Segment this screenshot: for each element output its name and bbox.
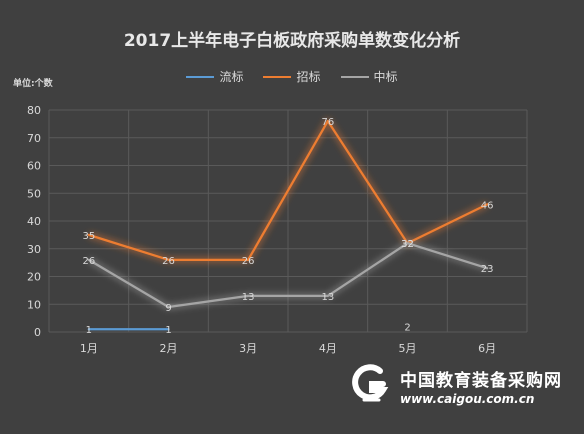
legend-swatch-series-1 <box>186 75 215 78</box>
y-tick-label: 60 <box>27 160 41 173</box>
data-label: 32 <box>401 239 414 250</box>
data-label: 1 <box>165 325 171 336</box>
data-label: 76 <box>321 117 334 128</box>
caigou-logo-icon <box>352 364 389 402</box>
y-tick-label: 80 <box>27 104 41 117</box>
x-tick-label: 5月 <box>399 342 417 355</box>
y-tick-label: 70 <box>27 132 41 145</box>
series-line <box>87 119 489 261</box>
x-tick-label: 1月 <box>80 342 98 355</box>
axes: 0 10 20 30 40 50 60 70 80 1月 2月 3月 4月 5月 6月 <box>27 104 496 355</box>
data-label: 26 <box>162 256 175 267</box>
x-tick-label: 2月 <box>160 342 178 355</box>
chart-title: 2017上半年电子白板政府采购单数变化分析 <box>123 31 461 51</box>
data-label: 26 <box>82 256 95 267</box>
data-label: 26 <box>242 256 255 267</box>
legend-item-series-2[interactable]: 招标 <box>263 68 321 85</box>
legend: 流标 招标 中标 <box>0 68 584 85</box>
x-tick-label: 3月 <box>239 342 257 355</box>
legend-item-series-3[interactable]: 中标 <box>340 68 398 85</box>
data-label: 13 <box>242 292 255 303</box>
legend-label: 流标 <box>219 70 244 84</box>
legend-label: 招标 <box>296 70 321 84</box>
y-tick-label: 0 <box>34 326 41 339</box>
data-label: 35 <box>82 231 95 242</box>
x-tick-label: 4月 <box>319 342 337 355</box>
watermark-url: www.caigou.com.cn <box>400 392 535 406</box>
watermark: 中国教育装备采购网 www.caigou.com.cn <box>350 362 570 414</box>
y-tick-label: 40 <box>27 215 41 228</box>
data-label: 13 <box>321 292 334 303</box>
unit-label: 单位:个数 <box>13 79 53 89</box>
series-line <box>87 242 489 309</box>
y-tick-label: 30 <box>27 243 41 256</box>
x-tick-label: 6月 <box>478 342 496 355</box>
legend-item-series-1[interactable]: 流标 <box>186 68 243 85</box>
legend-swatch-series-3 <box>340 75 369 78</box>
data-label: 2 <box>404 322 410 333</box>
legend-label: 中标 <box>373 70 398 84</box>
data-label: 46 <box>481 200 494 211</box>
legend-swatch-series-2 <box>263 75 292 78</box>
data-label: 23 <box>481 264 494 275</box>
data-label: 1 <box>86 325 92 336</box>
data-label: 32 <box>401 239 414 250</box>
data-label: 9 <box>165 303 171 314</box>
series-lines <box>87 118 489 333</box>
y-tick-label: 20 <box>27 271 41 284</box>
watermark-name: 中国教育装备采购网 <box>400 371 562 391</box>
y-tick-label: 10 <box>27 298 41 311</box>
y-tick-label: 50 <box>27 187 41 200</box>
